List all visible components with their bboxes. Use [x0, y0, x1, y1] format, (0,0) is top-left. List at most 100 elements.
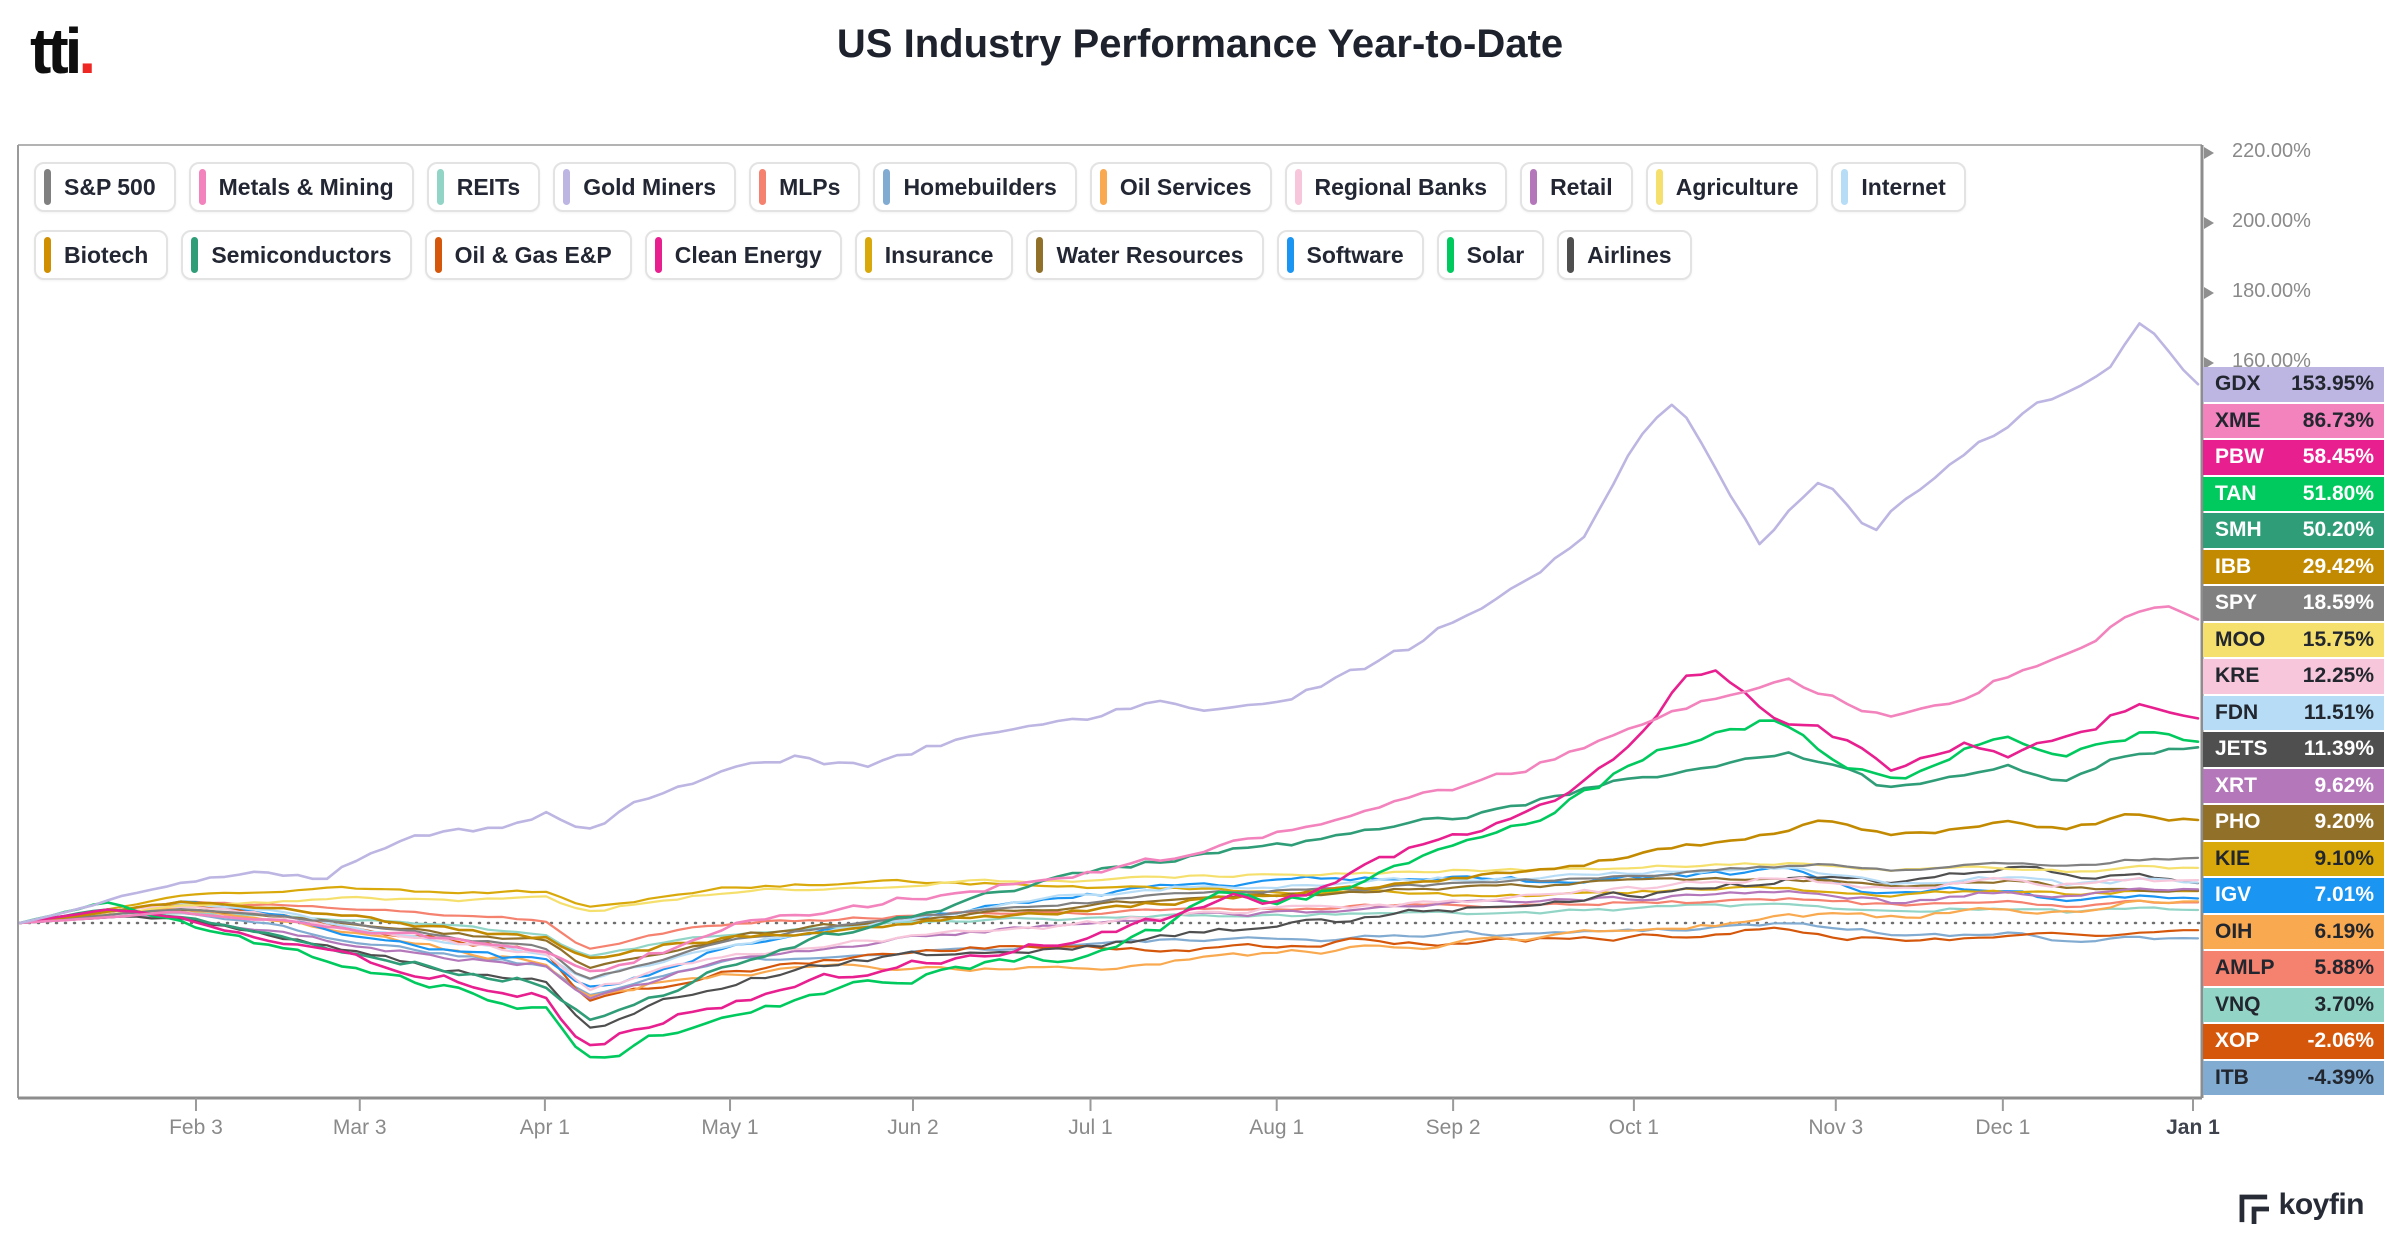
- ticker-badge-smh: SMH 50.20%: [2203, 513, 2384, 548]
- tti-logo: tti.: [30, 14, 96, 88]
- legend-chip-oil-gas-e-p[interactable]: Oil & Gas E&P: [424, 230, 632, 280]
- ticker-return-value: 7.01%: [2314, 883, 2374, 907]
- legend-chip-color-bar: [1036, 237, 1044, 273]
- ticker-badge-jets: JETS 11.39%: [2203, 732, 2384, 767]
- series-line-moo[interactable]: [19, 862, 2200, 925]
- ticker-symbol: GDX: [2215, 372, 2261, 396]
- ticker-badge-gdx: GDX 153.95%: [2203, 367, 2384, 402]
- legend-chip-solar[interactable]: Solar: [1436, 230, 1545, 280]
- legend-chip-insurance[interactable]: Insurance: [854, 230, 1014, 280]
- ticker-symbol: AMLP: [2215, 956, 2275, 980]
- ticker-badge-amlp: AMLP 5.88%: [2203, 951, 2384, 986]
- series-line-kie[interactable]: [19, 878, 2200, 925]
- series-line-gdx[interactable]: [19, 322, 2200, 925]
- ticker-return-value: 29.42%: [2302, 554, 2374, 578]
- ticker-symbol: IBB: [2215, 554, 2252, 578]
- y-axis-label: 180.00%: [2232, 280, 2311, 302]
- legend-chip-biotech[interactable]: Biotech: [34, 230, 169, 280]
- x-axis-label-aug-1: Aug 1: [1249, 1116, 1305, 1139]
- legend-chip-mlps[interactable]: MLPs: [749, 162, 861, 212]
- series-line-itb[interactable]: [19, 911, 2200, 997]
- legend-chip-internet[interactable]: Internet: [1831, 162, 1966, 212]
- ticker-symbol: VNQ: [2215, 992, 2261, 1016]
- legend-chip-color-bar: [191, 237, 199, 273]
- series-line-amlp[interactable]: [19, 897, 2200, 950]
- ticker-symbol: JETS: [2215, 737, 2268, 761]
- ticker-badge-kie: KIE 9.10%: [2203, 841, 2384, 876]
- ticker-return-value: 3.70%: [2314, 992, 2374, 1016]
- ticker-return-value: 5.88%: [2314, 956, 2374, 980]
- x-axis-label-mar-3: Mar 3: [332, 1116, 387, 1139]
- legend-chip-semiconductors[interactable]: Semiconductors: [181, 230, 412, 280]
- legend-chip-color-bar: [1530, 169, 1538, 205]
- ticker-symbol: SPY: [2215, 591, 2258, 615]
- ticker-return-value: 58.45%: [2302, 445, 2374, 469]
- ticker-return-value: -4.39%: [2307, 1065, 2374, 1089]
- x-axis-label-apr-1: Apr 1: [519, 1116, 570, 1139]
- series-line-ibb[interactable]: [19, 813, 2200, 960]
- ticker-badge-spy: SPY 18.59%: [2203, 586, 2384, 621]
- legend-chip-homebuilders[interactable]: Homebuilders: [873, 162, 1077, 212]
- legend-chip-label: Gold Miners: [583, 173, 717, 200]
- ticker-return-value: 11.51%: [2303, 700, 2374, 724]
- ticker-symbol: OIH: [2215, 919, 2253, 943]
- ticker-symbol: PBW: [2215, 445, 2264, 469]
- x-axis-label-jan-1: Jan 1: [2166, 1116, 2220, 1139]
- ticker-badge-pho: PHO 9.20%: [2203, 805, 2384, 840]
- legend-chip-gold-miners[interactable]: Gold Miners: [553, 162, 737, 212]
- legend-chip-oil-services[interactable]: Oil Services: [1089, 162, 1272, 212]
- ticker-symbol: IGV: [2215, 883, 2252, 907]
- series-line-oih[interactable]: [19, 899, 2200, 998]
- x-axis-label-sep-2: Sep 2: [1425, 1116, 1481, 1139]
- legend-chip-reits[interactable]: REITs: [426, 162, 541, 212]
- series-line-smh[interactable]: [19, 746, 2200, 1022]
- ticker-symbol: KRE: [2215, 664, 2260, 688]
- legend-chip-color-bar: [1841, 169, 1849, 205]
- legend-chip-retail[interactable]: Retail: [1520, 162, 1633, 212]
- legend-chip-label: Airlines: [1587, 241, 1672, 268]
- legend-chip-color-bar: [44, 169, 51, 205]
- legend-chip-label: Agriculture: [1675, 173, 1799, 200]
- koyfin-watermark: koyfin: [2231, 1186, 2365, 1224]
- legend-chip-label: MLPs: [779, 173, 841, 200]
- x-axis-label-feb-3: Feb 3: [169, 1116, 223, 1139]
- series-line-jets[interactable]: [19, 865, 2200, 1029]
- legend-chip-clean-energy[interactable]: Clean Energy: [644, 230, 842, 280]
- ticker-badge-kre: KRE 12.25%: [2203, 659, 2384, 694]
- legend-chip-water-resources[interactable]: Water Resources: [1026, 230, 1264, 280]
- ticker-symbol: MOO: [2215, 627, 2266, 651]
- tti-logo-dot: .: [78, 15, 97, 87]
- legend-chip-color-bar: [563, 169, 571, 205]
- ticker-badge-fdn: FDN 11.51%: [2203, 695, 2384, 730]
- legend-chip-label: Oil Services: [1119, 173, 1252, 200]
- legend-chip-airlines[interactable]: Airlines: [1557, 230, 1692, 280]
- legend-chip-s-p-500[interactable]: S&P 500: [34, 162, 176, 212]
- tti-logo-text: tti: [30, 15, 82, 87]
- series-line-pbw[interactable]: [19, 669, 2200, 1047]
- legend-chip-label: Biotech: [64, 241, 149, 268]
- series-line-xme[interactable]: [19, 605, 2200, 973]
- ticker-badge-xme: XME 86.73%: [2203, 403, 2384, 438]
- koyfin-wordmark: koyfin: [2278, 1188, 2365, 1221]
- legend-chip-regional-banks[interactable]: Regional Banks: [1284, 162, 1508, 212]
- legend-chip-color-bar: [198, 169, 206, 205]
- y-axis-label: 160.00%: [2232, 350, 2311, 372]
- legend-chip-agriculture[interactable]: Agriculture: [1645, 162, 1819, 212]
- legend-chip-software[interactable]: Software: [1276, 230, 1424, 280]
- y-axis-label: 200.00%: [2232, 210, 2311, 232]
- ticker-return-value: 9.20%: [2314, 810, 2374, 834]
- ticker-symbol: FDN: [2215, 700, 2259, 724]
- ticker-badge-vnq: VNQ 3.70%: [2203, 987, 2384, 1022]
- legend-chip-label: Software: [1306, 241, 1404, 268]
- series-line-tan[interactable]: [19, 719, 2200, 1059]
- legend-chip-metals-mining[interactable]: Metals & Mining: [188, 162, 414, 212]
- x-axis-label-jul-1: Jul 1: [1068, 1116, 1113, 1139]
- legend-chip-label: Water Resources: [1056, 241, 1244, 268]
- legend-chip-color-bar: [44, 237, 51, 273]
- x-axis-label-jun-2: Jun 2: [887, 1116, 939, 1139]
- ticker-badge-igv: IGV 7.01%: [2203, 878, 2384, 913]
- legend-chip-label: Solar: [1466, 241, 1525, 268]
- legend-chip-color-bar: [654, 237, 662, 273]
- series-line-spy[interactable]: [19, 856, 2200, 980]
